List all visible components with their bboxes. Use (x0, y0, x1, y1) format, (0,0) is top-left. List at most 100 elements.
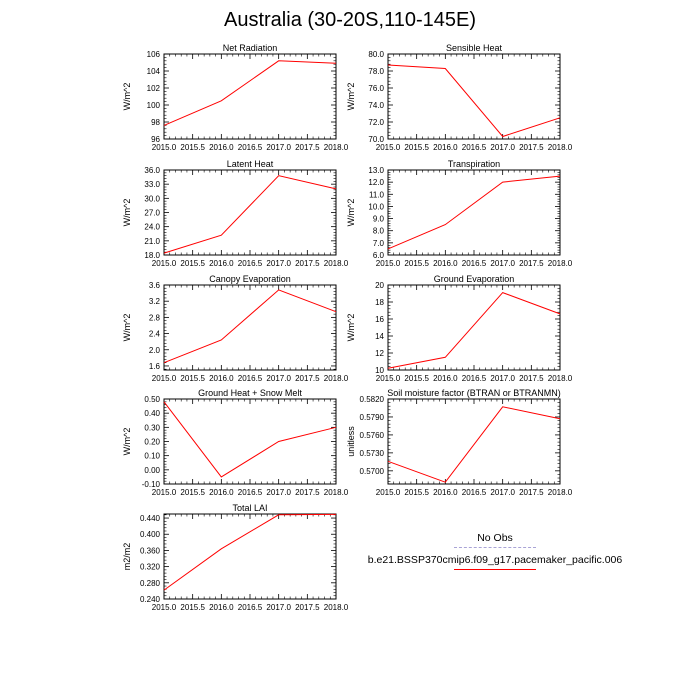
series-line (387, 406, 561, 483)
x-tick-label: 2018.0 (548, 143, 573, 152)
x-tick-label: 2016.5 (238, 603, 263, 612)
series-line (163, 401, 337, 478)
y-tick-label: 14 (375, 332, 384, 341)
y-axis-label: W/m^2 (346, 199, 356, 227)
y-axis-label: m2/m2 (122, 543, 132, 571)
x-tick-label: 2017.5 (295, 488, 320, 497)
y-axis-label: W/m^2 (122, 199, 132, 227)
x-tick-label: 2017.0 (266, 259, 291, 268)
y-tick-label: 74.0 (368, 101, 384, 110)
y-tick-label: 80.0 (368, 50, 384, 59)
chart-title: Transpiration (448, 159, 500, 169)
chart-total-lai: 2015.0 2015.5 2016.0 2016.5 2017.0 2017.5 2018… (122, 503, 349, 612)
y-tick-label: 10.0 (368, 202, 384, 211)
plot-frame (387, 284, 561, 371)
x-tick-label: 2017.0 (266, 374, 291, 383)
y-tick-label: 36.0 (144, 166, 160, 175)
chart-sensible-heat: 2015.0 2015.5 2016.0 2016.5 2017.0 2017.5 2018… (346, 43, 573, 152)
plot-frame (387, 169, 561, 256)
y-tick-label: 24.0 (144, 223, 160, 232)
y-axis-label: unitless (346, 426, 356, 457)
y-tick-label: 2.4 (149, 330, 161, 339)
x-tick-label: 2018.0 (324, 374, 349, 383)
chart-ground-evaporation: 2015.0 2015.5 2016.0 2016.5 2017.0 2017.5 2018… (346, 274, 573, 383)
x-tick-label: 2015.0 (376, 259, 401, 268)
y-tick-label: 106 (147, 50, 161, 59)
y-tick-label: 16 (375, 315, 384, 324)
series-line (163, 289, 337, 364)
y-tick-label: 12 (375, 349, 384, 358)
y-axis-label: W/m^2 (122, 428, 132, 456)
x-tick-label: 2017.0 (266, 143, 291, 152)
y-tick-label: 0.320 (140, 563, 161, 572)
chart-canopy-evaporation: 2015.0 2015.5 2016.0 2016.5 2017.0 2017.5 2018… (122, 274, 349, 383)
x-tick-label: 2015.0 (152, 259, 177, 268)
y-tick-label: 13.0 (368, 166, 384, 175)
series-line (163, 513, 337, 591)
x-tick-label: 2015.5 (404, 143, 429, 152)
x-tick-label: 2017.5 (519, 143, 544, 152)
y-tick-label: 0.30 (144, 423, 160, 432)
page-title: Australia (30-20S,110-145E) (224, 9, 476, 31)
x-tick-label: 2015.0 (152, 374, 177, 383)
x-tick-label: 2016.5 (462, 259, 487, 268)
x-tick-label: 2017.5 (519, 259, 544, 268)
x-tick-label: 2016.0 (209, 603, 234, 612)
chart-title: Total LAI (232, 503, 267, 513)
y-tick-label: 21.0 (144, 237, 160, 246)
x-tick-label: 2017.0 (490, 259, 515, 268)
y-tick-label: 0.10 (144, 452, 160, 461)
y-tick-label: 12.0 (368, 178, 384, 187)
y-tick-label: 76.0 (368, 84, 384, 93)
y-tick-label: 0.5730 (360, 449, 385, 458)
y-tick-label: 0.240 (140, 595, 161, 604)
x-tick-label: 2016.0 (209, 259, 234, 268)
y-tick-label: 104 (147, 67, 161, 76)
x-tick-label: 2016.0 (209, 143, 234, 152)
y-axis-label: W/m^2 (122, 83, 132, 111)
y-tick-label: 72.0 (368, 118, 384, 127)
y-tick-label: 3.6 (149, 281, 161, 290)
legend-line-no-obs (454, 547, 536, 548)
series-line (387, 292, 561, 369)
x-tick-label: 2018.0 (548, 259, 573, 268)
plot-frame (163, 284, 337, 371)
x-tick-label: 2017.5 (295, 603, 320, 612)
x-tick-label: 2018.0 (324, 143, 349, 152)
y-tick-label: 70.0 (368, 135, 384, 144)
series-line (387, 175, 561, 250)
plot-frame (163, 398, 337, 485)
x-tick-label: 2015.5 (404, 259, 429, 268)
x-tick-label: 2016.5 (238, 488, 263, 497)
x-tick-label: 2016.0 (433, 374, 458, 383)
y-tick-label: 0.50 (144, 395, 160, 404)
x-tick-label: 2017.5 (295, 374, 320, 383)
chart-title: Soil moisture factor (BTRAN or BTRANMN) (387, 388, 561, 398)
x-tick-label: 2017.5 (519, 374, 544, 383)
x-tick-label: 2015.5 (180, 259, 205, 268)
y-tick-label: 0.400 (140, 530, 161, 539)
x-tick-label: 2016.0 (433, 259, 458, 268)
plot-frame (387, 398, 561, 485)
plot-frame (163, 513, 337, 600)
x-tick-label: 2016.5 (462, 143, 487, 152)
y-tick-label: 18.0 (144, 251, 160, 260)
x-tick-label: 2016.0 (209, 374, 234, 383)
x-tick-label: 2015.0 (152, 488, 177, 497)
y-tick-label: 8.0 (373, 227, 385, 236)
y-axis-label: W/m^2 (346, 314, 356, 342)
y-tick-label: 1.6 (149, 362, 161, 371)
x-tick-label: 2015.0 (376, 488, 401, 497)
x-tick-label: 2015.5 (180, 143, 205, 152)
x-tick-label: 2015.0 (376, 143, 401, 152)
y-axis-label: W/m^2 (122, 314, 132, 342)
x-tick-label: 2017.0 (266, 603, 291, 612)
y-tick-label: 102 (147, 84, 161, 93)
y-tick-label: 2.0 (149, 346, 161, 355)
legend-label-model: b.e21.BSSP370cmip6.f09_g17.pacemaker_pac… (367, 554, 623, 566)
x-tick-label: 2015.5 (180, 603, 205, 612)
x-tick-label: 2017.5 (519, 488, 544, 497)
x-tick-label: 2017.0 (490, 374, 515, 383)
